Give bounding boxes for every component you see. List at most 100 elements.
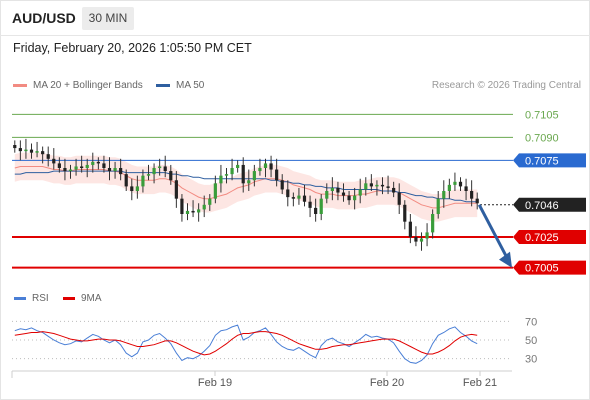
candle-down <box>275 169 279 181</box>
symbol-title: AUD/USD <box>12 10 76 26</box>
candle-up <box>425 232 429 239</box>
candle-up <box>375 184 379 187</box>
candle-down <box>392 187 396 193</box>
legend-ma50: MA 50 <box>156 80 204 91</box>
candle-up <box>247 180 251 184</box>
level-label-target: 0.7090 <box>525 132 559 144</box>
ma50-line <box>14 170 478 203</box>
level-tag-support <box>513 260 586 275</box>
candle-up <box>91 161 95 165</box>
ma50-label: MA 50 <box>176 80 205 91</box>
candle-down <box>13 145 17 149</box>
level-label-last: 0.7046 <box>525 200 559 212</box>
candle-down <box>458 181 463 187</box>
candle-down <box>380 184 385 187</box>
candle-up <box>252 171 256 181</box>
candle-down <box>63 168 67 172</box>
level-labels: 0.7105 0.7090 0.7075 0.7046 0.7025 0.7005 <box>513 109 586 275</box>
candle-down <box>308 201 312 208</box>
candlesticks <box>13 138 479 251</box>
rsi-ma-label: 9MA <box>81 293 102 304</box>
x-axis-label: Feb 21 <box>463 377 497 389</box>
candle-up <box>297 195 301 199</box>
timeframe-button[interactable]: 30 MIN <box>82 7 134 30</box>
level-label-support: 0.7025 <box>525 232 559 244</box>
candle-up <box>197 209 201 213</box>
candle-down <box>302 195 307 202</box>
candle-up <box>436 198 440 214</box>
candle-up <box>447 184 451 191</box>
rsi-ma-line <box>14 331 478 356</box>
candle-down <box>102 163 106 168</box>
candle-down <box>403 204 407 222</box>
bollinger-band <box>14 152 478 222</box>
candle-down <box>130 186 134 191</box>
candle-up <box>135 186 139 191</box>
candle-down <box>336 187 340 193</box>
candle-up <box>258 168 262 172</box>
candle-up <box>113 168 117 172</box>
candle-down <box>347 195 351 201</box>
rsi-panel: 70 50 30 <box>12 316 537 366</box>
candle-down <box>180 198 184 214</box>
projection-arrowhead <box>499 251 512 268</box>
level-label-support: 0.7005 <box>525 263 559 275</box>
candle-up <box>364 183 368 190</box>
rsi-line <box>14 324 478 364</box>
candle-down <box>169 171 173 181</box>
level-tag-pivot <box>513 153 586 168</box>
level-tag-support <box>513 230 586 244</box>
candle-down <box>41 151 45 155</box>
legend-rsi-ma: 9MA <box>63 293 102 304</box>
candle-down <box>386 186 390 188</box>
x-axis: Feb 19 Feb 20 Feb 21 <box>11 370 512 389</box>
candle-up <box>158 166 162 168</box>
rsi-axis-label: 50 <box>525 335 537 347</box>
candle-up <box>358 189 362 196</box>
candle-down <box>291 197 295 199</box>
candle-down <box>163 166 167 172</box>
candle-down <box>286 189 290 198</box>
chart-datetime: Friday, February 20, 2026 1:05:50 PM CET <box>13 41 252 55</box>
x-axis-label: Feb 20 <box>370 377 404 389</box>
candle-down <box>470 191 474 199</box>
candle-up <box>224 174 229 176</box>
candle-up <box>330 187 334 191</box>
candle-up <box>431 214 435 233</box>
level-label-pivot: 0.7075 <box>525 155 559 167</box>
candle-down <box>269 163 273 170</box>
candle-up <box>74 166 78 170</box>
candle-up <box>24 149 28 152</box>
candle-up <box>35 151 39 153</box>
candle-down <box>314 207 318 214</box>
candle-up <box>146 174 151 176</box>
ma20-swatch <box>13 84 27 87</box>
bollinger-fill <box>14 152 478 222</box>
projection-arrow <box>477 204 512 268</box>
candle-up <box>353 195 357 201</box>
candle-down <box>341 192 346 196</box>
rsi-axis-label: 70 <box>525 316 537 328</box>
candle-down <box>57 163 61 168</box>
candle-down <box>174 180 178 199</box>
candle-up <box>325 191 329 199</box>
candle-down <box>191 210 195 213</box>
projection-line <box>477 204 510 261</box>
candle-down <box>96 161 100 164</box>
candle-up <box>185 210 190 214</box>
x-axis-label: Feb 19 <box>198 377 232 389</box>
candle-up <box>442 191 446 199</box>
candle-down <box>46 154 50 159</box>
rsi-ma-swatch <box>63 297 75 300</box>
candle-down <box>52 158 56 164</box>
candle-up <box>68 169 73 172</box>
candle-down <box>414 237 418 242</box>
candle-up <box>319 198 323 214</box>
level-tag-last <box>513 197 586 212</box>
research-credit: Research © 2026 Trading Central <box>431 80 581 91</box>
candle-down <box>408 221 412 237</box>
candle-down <box>241 164 245 184</box>
legend-rsi: RSI <box>14 293 49 304</box>
level-label-target: 0.7105 <box>525 109 559 121</box>
